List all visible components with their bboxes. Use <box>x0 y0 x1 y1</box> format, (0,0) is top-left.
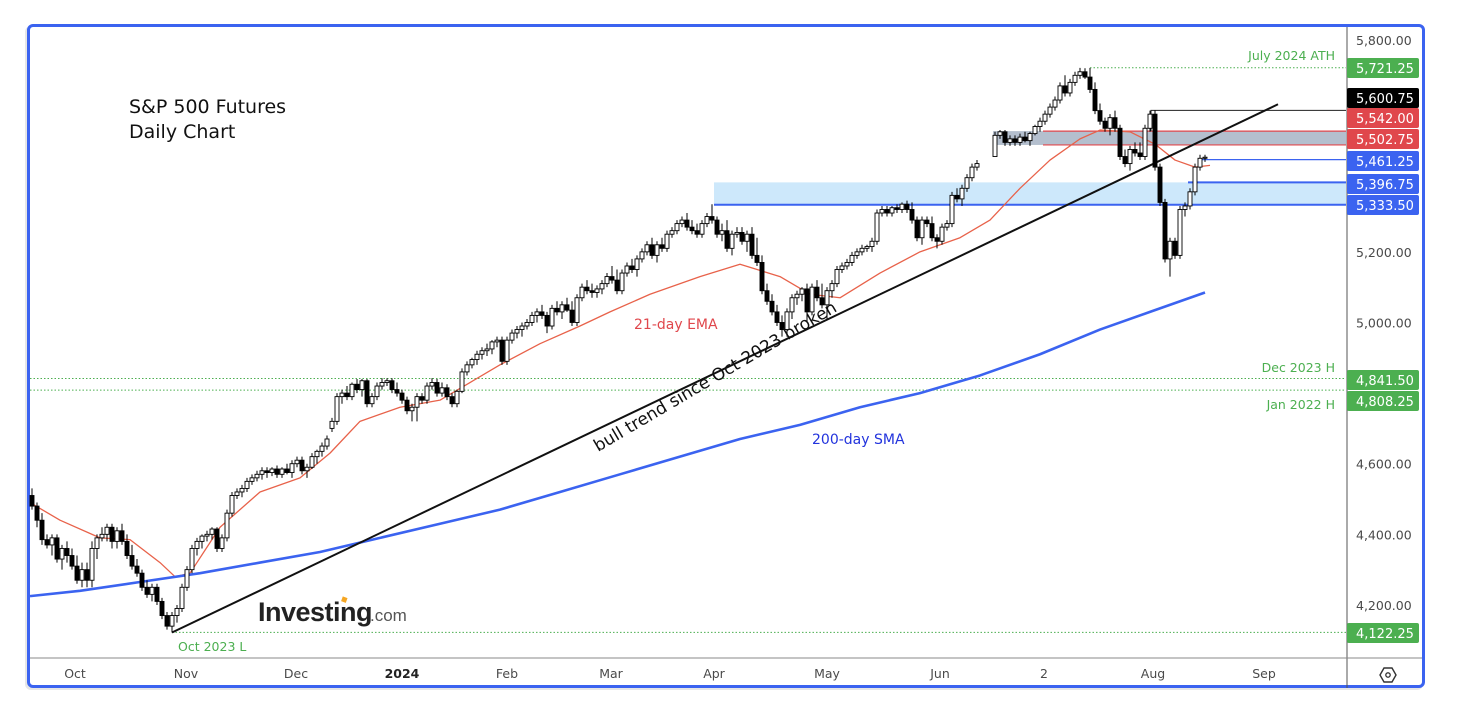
price-badge <box>1347 391 1419 411</box>
price-badge <box>1347 129 1419 149</box>
price-tick-label: 5,800.00 <box>1356 33 1412 48</box>
price-badge <box>1347 108 1419 128</box>
price-badge <box>1347 58 1419 78</box>
chart-subtitle: Daily Chart <box>129 121 235 143</box>
price-badge-value: 5,461.25 <box>1356 155 1414 170</box>
price-axis[interactable]: 5,800.00 5,200.00 5,000.00 4,600.00 4,400.00… <box>1356 33 1412 613</box>
price-badge <box>1347 174 1419 194</box>
price-tick-label: 4,200.00 <box>1356 598 1412 613</box>
time-tick-label: Aug <box>1141 666 1165 681</box>
price-badge <box>1347 370 1419 390</box>
time-tick-label: Nov <box>174 666 199 681</box>
price-badge-value: 5,600.75 <box>1356 92 1414 107</box>
time-tick-label: Dec <box>284 666 308 681</box>
price-badge-value: 4,808.25 <box>1356 395 1414 410</box>
price-badge-value: 4,841.50 <box>1356 374 1414 389</box>
time-axis[interactable]: Oct Nov Dec 2024 Feb Mar Apr May Jun 2 Aug Sep <box>64 666 1276 681</box>
settings-button[interactable] <box>1379 667 1397 683</box>
support-zone <box>714 182 1346 205</box>
annotation-july-2024-ath: July 2024 ATH <box>1247 48 1335 63</box>
time-tick-label: Sep <box>1252 666 1276 681</box>
annotation-oct-2023-low: Oct 2023 L <box>178 639 246 654</box>
annotation-dec-2023-high: Dec 2023 H <box>1262 360 1335 375</box>
200-day-sma-line <box>29 291 1206 598</box>
resistance-zone <box>993 131 1346 145</box>
label-21-day-ema: 21-day EMA <box>634 317 718 333</box>
time-tick-label: 2024 <box>385 666 420 681</box>
trend-line-line <box>171 103 1279 634</box>
time-tick-label: 2 <box>1040 666 1048 681</box>
price-badge <box>1347 151 1419 171</box>
price-badge-value: 5,333.50 <box>1356 199 1414 214</box>
horizontal-levels <box>30 67 1346 633</box>
price-badge-value: 5,542.00 <box>1356 112 1414 127</box>
price-tick-label: 5,200.00 <box>1356 245 1412 260</box>
time-tick-label: Apr <box>703 666 725 681</box>
time-tick-label: Jun <box>929 666 950 681</box>
price-badge <box>1347 623 1419 643</box>
svg-text:Investing: Investing <box>258 597 372 627</box>
price-tick-label: 5,000.00 <box>1356 315 1412 330</box>
time-tick-label: May <box>814 666 840 681</box>
gear-hexagon-icon <box>1379 667 1397 683</box>
indicator-lines <box>29 103 1279 634</box>
time-tick-label: Oct <box>64 666 86 681</box>
21-day-ema-line <box>29 129 1211 578</box>
price-badge-value: 4,122.25 <box>1356 627 1414 642</box>
investing-logo: Investing .com <box>258 596 407 627</box>
annotation-jan-2022-high: Jan 2022 H <box>1266 397 1335 412</box>
time-tick-label: Feb <box>496 666 518 681</box>
price-badge-value: 5,396.75 <box>1356 178 1414 193</box>
label-200-day-sma: 200-day SMA <box>812 432 905 448</box>
price-badge <box>1347 88 1419 108</box>
price-badges: 5,721.25 5,600.75 5,542.00 5,502.75 5,461.25… <box>1347 58 1419 643</box>
svg-text:.com: .com <box>370 606 407 625</box>
candlesticks <box>29 67 1208 633</box>
price-badge-value: 5,502.75 <box>1356 133 1414 148</box>
price-tick-label: 4,600.00 <box>1356 457 1412 472</box>
price-badge-value: 5,721.25 <box>1356 62 1414 77</box>
price-badge <box>1347 195 1419 215</box>
time-tick-label: Mar <box>599 666 623 681</box>
price-tick-label: 4,400.00 <box>1356 527 1412 542</box>
chart-title: S&P 500 Futures <box>129 96 286 118</box>
